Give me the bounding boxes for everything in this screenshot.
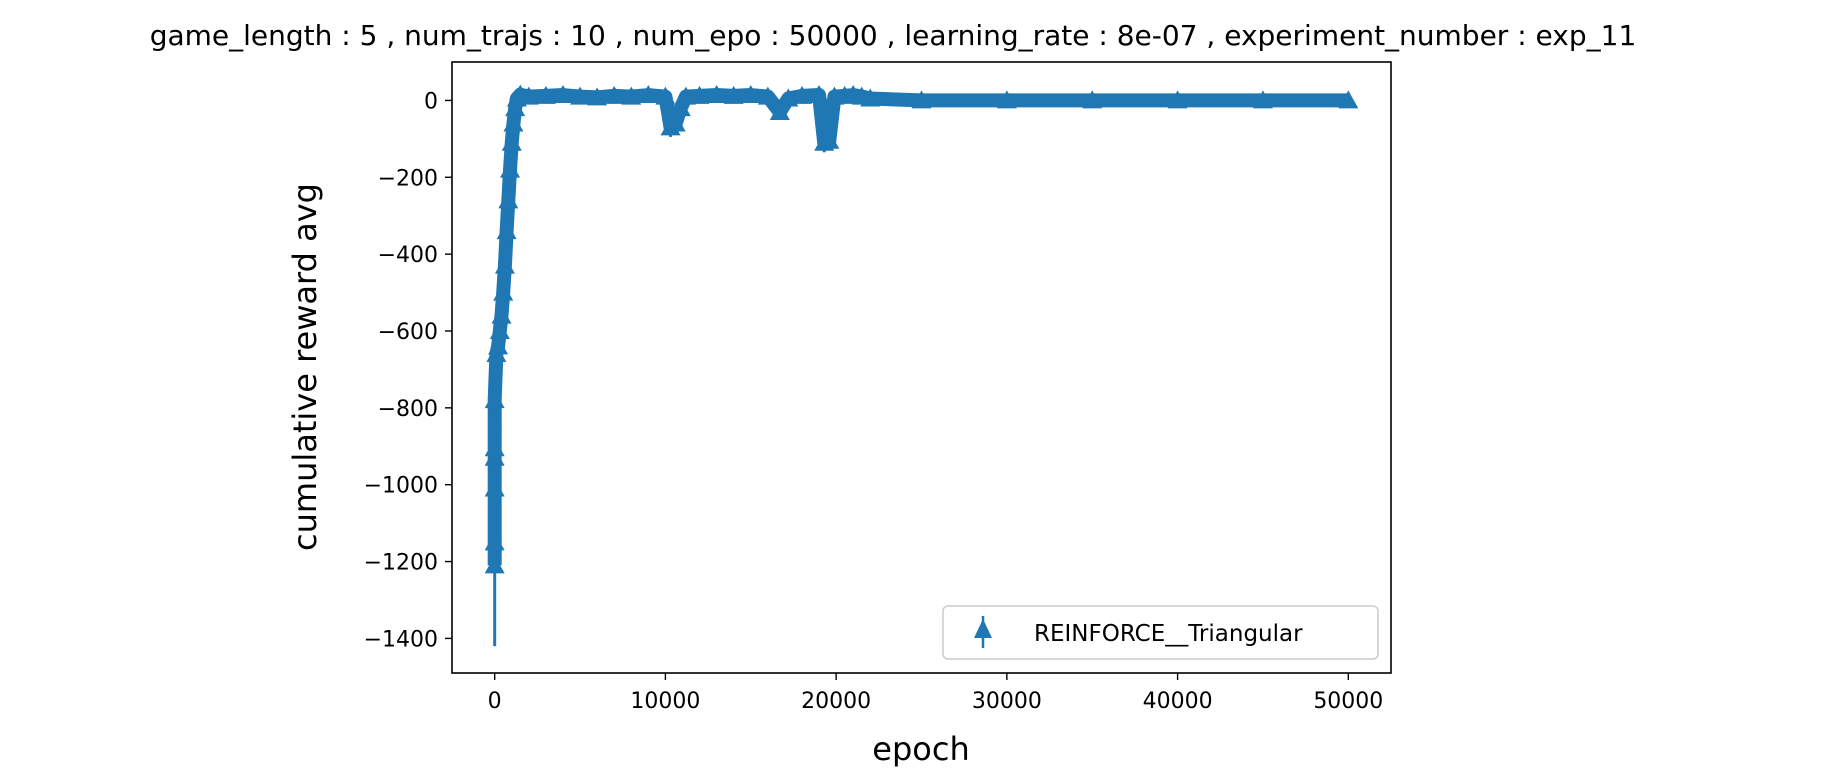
y-axis-ticks: 0 −200 −400 −600 −800 −1000 −1200 −1400 (364, 89, 452, 652)
data-point (769, 101, 790, 120)
data-point (757, 86, 778, 105)
data-point (552, 85, 573, 104)
data-point (505, 98, 526, 117)
data-point (570, 86, 591, 105)
data-point (1082, 90, 1103, 109)
x-axis-label: epoch (872, 730, 969, 768)
x-tick-label: 30000 (972, 689, 1042, 714)
y-tick-label: −1200 (364, 551, 438, 576)
data-layer (484, 84, 1359, 647)
data-point (675, 86, 696, 105)
data-point (604, 85, 625, 104)
x-axis-ticks: 0 10000 20000 30000 40000 50000 (488, 673, 1383, 714)
data-point (670, 98, 691, 117)
data-point (860, 88, 881, 107)
x-tick-label: 50000 (1313, 689, 1383, 714)
data-point (791, 85, 812, 104)
data-point (484, 532, 505, 551)
data-point (484, 390, 505, 409)
data-point (491, 305, 512, 324)
series-line (487, 87, 1349, 566)
data-point (1252, 90, 1273, 109)
data-point (500, 159, 521, 178)
x-tick-label: 10000 (630, 689, 700, 714)
data-point (493, 282, 514, 301)
data-point (740, 85, 761, 104)
data-point (689, 85, 710, 104)
data-point (638, 85, 659, 104)
data-point (501, 132, 522, 151)
y-tick-label: −400 (378, 243, 438, 268)
y-tick-label: −600 (378, 320, 438, 345)
data-point (809, 85, 830, 104)
data-point (1167, 90, 1188, 109)
data-point (1338, 90, 1359, 109)
legend-frame (942, 605, 1379, 660)
data-point (535, 85, 556, 104)
data-point (484, 478, 505, 497)
data-point (996, 90, 1017, 109)
data-point (723, 85, 744, 104)
data-point (587, 87, 608, 106)
data-point (706, 85, 727, 104)
data-point (655, 86, 676, 105)
x-tick-label: 20000 (801, 689, 871, 714)
data-point (503, 113, 524, 132)
data-point (484, 438, 505, 457)
legend-label: REINFORCE__Triangular (1034, 621, 1303, 647)
data-point (488, 336, 509, 355)
data-point (498, 190, 519, 209)
data-point (496, 221, 517, 240)
data-point (518, 86, 539, 105)
y-tick-label: −200 (378, 166, 438, 191)
axes-frame (451, 61, 1392, 674)
x-tick-label: 0 (488, 689, 502, 714)
data-point (489, 320, 510, 339)
y-tick-label: −800 (378, 397, 438, 422)
y-tick-label: 0 (424, 89, 438, 114)
y-tick-label: −1400 (364, 627, 438, 652)
data-point (494, 255, 515, 274)
data-point (911, 90, 932, 109)
x-tick-label: 40000 (1143, 689, 1213, 714)
data-point (819, 130, 840, 149)
data-point (665, 113, 686, 132)
chart-title: game_length : 5 , num_trajs : 10 , num_e… (150, 19, 1637, 52)
legend-triangle-icon (974, 619, 992, 638)
y-axis-label: cumulative reward avg (286, 183, 324, 551)
data-point (621, 86, 642, 105)
y-tick-label: −1000 (364, 474, 438, 499)
legend: REINFORCE__Triangular (942, 605, 1379, 660)
